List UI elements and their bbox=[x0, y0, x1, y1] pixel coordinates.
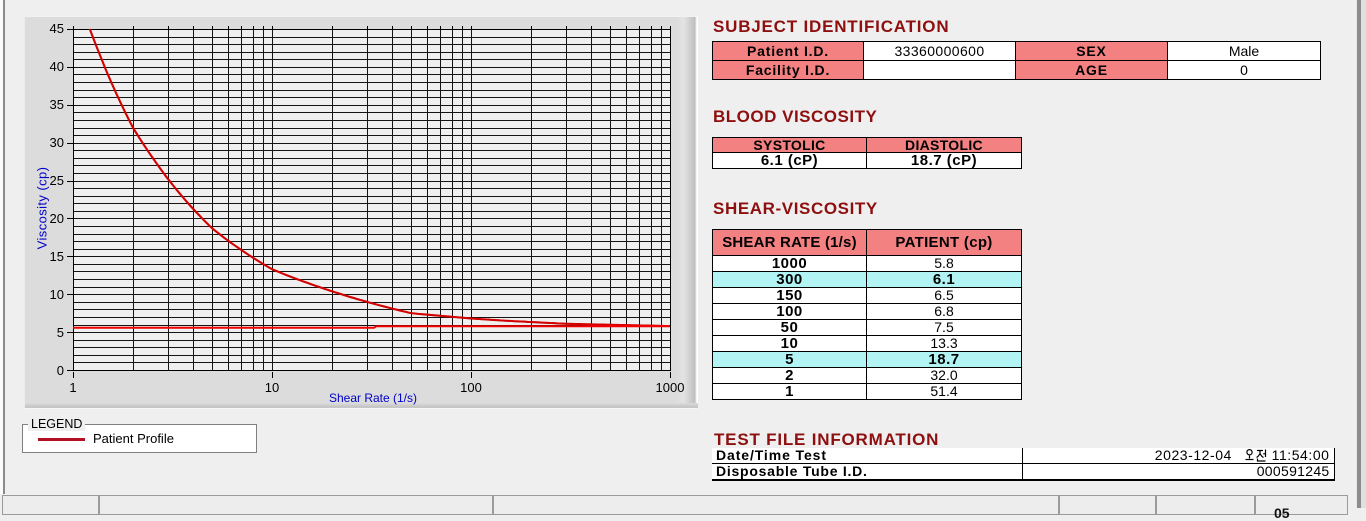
svg-text:1000: 1000 bbox=[656, 380, 685, 395]
svg-text:15: 15 bbox=[50, 249, 64, 264]
svg-text:10: 10 bbox=[265, 380, 279, 395]
svg-text:1: 1 bbox=[69, 380, 76, 395]
svg-text:5: 5 bbox=[57, 325, 64, 340]
svg-text:45: 45 bbox=[50, 21, 64, 36]
svg-text:0: 0 bbox=[57, 363, 64, 378]
svg-text:20: 20 bbox=[50, 211, 64, 226]
svg-text:100: 100 bbox=[460, 380, 482, 395]
svg-text:10: 10 bbox=[50, 287, 64, 302]
svg-text:25: 25 bbox=[50, 173, 64, 188]
svg-text:35: 35 bbox=[50, 97, 64, 112]
svg-text:Shear Rate (1/s): Shear Rate (1/s) bbox=[329, 391, 417, 405]
svg-text:Viscosity (cp): Viscosity (cp) bbox=[35, 167, 50, 250]
svg-text:30: 30 bbox=[50, 135, 64, 150]
svg-text:40: 40 bbox=[50, 59, 64, 74]
